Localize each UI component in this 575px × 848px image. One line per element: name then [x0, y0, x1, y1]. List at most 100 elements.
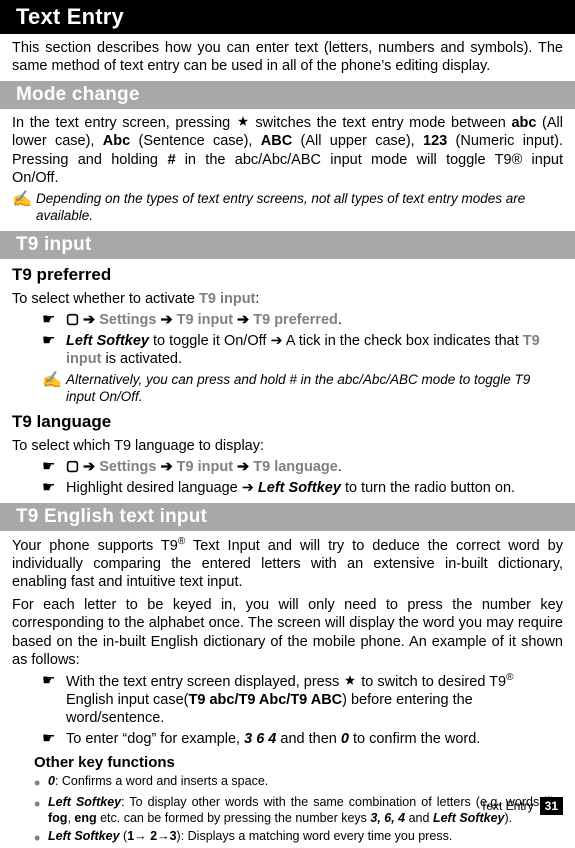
note-text: Alternatively, you can press and hold # … [66, 372, 563, 406]
menu-key-icon [66, 313, 79, 326]
t9-english-step2: ☛ To enter “dog” for example, 3 6 4 and … [42, 730, 563, 748]
pointer-icon: ☛ [42, 730, 58, 748]
star-key-icon [236, 115, 250, 129]
mode-change-heading: Mode change [0, 81, 575, 109]
registered-mark: ® [506, 672, 513, 683]
text: T9 abc/T9 Abc/T9 ABC [189, 692, 343, 708]
text: ( [120, 829, 128, 843]
t9-preferred-step1: ☛ ➔ Settings ➔ T9 input ➔ T9 preferred. [42, 311, 563, 329]
text: ): Displays a matching word every time y… [177, 829, 453, 843]
t9-english-heading: T9 English text input [0, 503, 575, 531]
text: to confirm the word. [349, 731, 480, 747]
step-text: ➔ Settings ➔ T9 input ➔ T9 language. [66, 458, 563, 476]
text: : [255, 291, 259, 307]
other-bullet-1: • 0: Confirms a word and inserts a space… [34, 774, 563, 792]
text: 3 [170, 829, 177, 843]
t9-english-step1: ☛ With the text entry screen displayed, … [42, 672, 563, 727]
bullet-icon: • [34, 774, 44, 792]
note-hand-icon: ✍ [42, 372, 60, 390]
arrow-icon: ➔ [83, 312, 99, 328]
step-text: To enter “dog” for example, 3 6 4 and th… [66, 730, 563, 748]
text: 123 [423, 133, 447, 149]
intro-text: This section describes how you can enter… [12, 39, 563, 75]
text: Settings [99, 312, 156, 328]
step-text: ➔ Settings ➔ T9 input ➔ T9 preferred. [66, 311, 563, 329]
bullet-text: Left Softkey (1→ 2→3): Displays a matchi… [48, 829, 563, 845]
t9-preferred-step2: ☛ Left Softkey to toggle it On/Off ➔ A t… [42, 332, 563, 368]
text: Left Softkey [48, 795, 121, 809]
pointer-icon: ☛ [42, 311, 58, 329]
text: (All upper case), [292, 133, 423, 149]
t9-english-p2: For each letter to be keyed in, you will… [12, 596, 563, 669]
text: T9 input [199, 291, 255, 307]
text: To select whether to activate [12, 291, 199, 307]
step-text: With the text entry screen displayed, pr… [66, 672, 563, 727]
t9-preferred-heading: T9 preferred [12, 265, 563, 285]
arrow-icon: ➔ [156, 459, 176, 475]
arrow-icon: ➔ [233, 459, 253, 475]
text: : Confirms a word and inserts a space. [55, 774, 268, 788]
pointer-icon: ☛ [42, 672, 58, 690]
text: → [157, 829, 170, 843]
text: 1 [127, 829, 134, 843]
t9-language-heading: T9 language [12, 412, 563, 432]
pointer-icon: ☛ [42, 458, 58, 476]
t9-english-p1: Your phone supports T9® Text Input and w… [12, 536, 563, 591]
mode-change-body: In the text entry screen, pressing switc… [12, 114, 563, 187]
text: English input case( [66, 692, 189, 708]
text: to switch to desired T9 [357, 674, 506, 690]
arrow-icon: ➔ [156, 312, 176, 328]
text: → [134, 829, 150, 843]
step-text: Highlight desired language ➔ Left Softke… [66, 479, 563, 497]
text: Your phone supports T9 [12, 538, 178, 554]
text: Abc [103, 133, 130, 149]
text: to toggle it On/Off ➔ A tick in the chec… [149, 333, 523, 349]
text: 2 [150, 829, 157, 843]
text: is activated. [101, 351, 182, 367]
section-title: Text Entry [0, 0, 575, 34]
text: 0 [341, 731, 349, 747]
page-footer: Text Entry 31 [480, 797, 563, 815]
footer-label: Text Entry [480, 799, 533, 813]
text: T9 preferred [253, 312, 338, 328]
t9-preferred-intro: To select whether to activate T9 input: [12, 290, 563, 308]
other-key-functions-heading: Other key functions [34, 754, 563, 771]
mode-change-note: ✍ Depending on the types of text entry s… [12, 191, 563, 225]
bullet-icon: • [34, 795, 44, 813]
text: ABC [261, 133, 292, 149]
text: T9 input [177, 312, 233, 328]
t9-input-heading: T9 input [0, 231, 575, 259]
text: In the text entry screen, pressing [12, 115, 236, 131]
menu-key-icon [66, 460, 79, 473]
text: T9 input [177, 459, 233, 475]
other-bullet-3: • Left Softkey (1→ 2→3): Displays a matc… [34, 829, 563, 847]
arrow-icon: ➔ [233, 312, 253, 328]
page-number: 31 [540, 797, 563, 815]
text: Left Softkey [258, 480, 341, 496]
text: To enter “dog” for example, [66, 731, 244, 747]
pointer-icon: ☛ [42, 479, 58, 497]
bullet-text: 0: Confirms a word and inserts a space. [48, 774, 563, 790]
text: 0 [48, 774, 55, 788]
arrow-icon: ➔ [83, 459, 99, 475]
text: Left Softkey [66, 333, 149, 349]
note-hand-icon: ✍ [12, 191, 30, 209]
bullet-icon: • [34, 829, 44, 847]
star-key-icon [343, 674, 357, 688]
t9-language-step1: ☛ ➔ Settings ➔ T9 input ➔ T9 language. [42, 458, 563, 476]
t9-language-intro: To select which T9 language to display: [12, 437, 563, 455]
text: With the text entry screen displayed, pr… [66, 674, 343, 690]
text: abc [511, 115, 536, 131]
text: 3 6 4 [244, 731, 276, 747]
text: (Sentence case), [130, 133, 261, 149]
text: Highlight desired language ➔ [66, 480, 258, 496]
t9-preferred-note: ✍ Alternatively, you can press and hold … [42, 372, 563, 406]
text: Settings [99, 459, 156, 475]
step-text: Left Softkey to toggle it On/Off ➔ A tic… [66, 332, 563, 368]
t9-language-step2: ☛ Highlight desired language ➔ Left Soft… [42, 479, 563, 497]
text: switches the text entry mode between [250, 115, 512, 131]
note-text: Depending on the types of text entry scr… [36, 191, 563, 225]
pointer-icon: ☛ [42, 332, 58, 350]
text: T9 language [253, 459, 338, 475]
text: to turn the radio button on. [341, 480, 515, 496]
